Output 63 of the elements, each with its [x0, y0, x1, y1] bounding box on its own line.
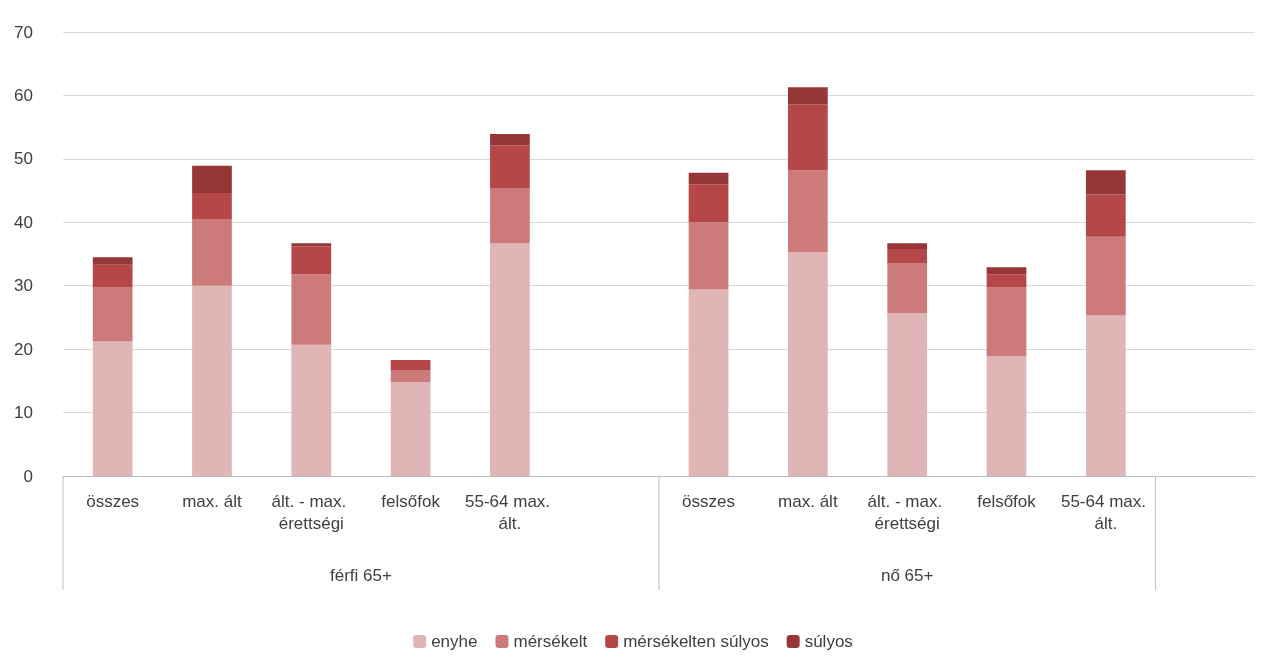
y-tick-label: 40: [14, 212, 33, 232]
bar: [1085, 315, 1126, 476]
bar: [490, 145, 530, 189]
x-tick-label: max. ált: [778, 491, 838, 511]
text: nő 65+: [880, 565, 934, 585]
bar: [291, 274, 332, 345]
bar: [887, 248, 928, 263]
bar: [887, 312, 928, 476]
x-tick-label: felsőfok: [381, 491, 441, 511]
bar: [390, 359, 431, 371]
bar: [490, 243, 530, 476]
bar: [192, 219, 232, 286]
bar: [688, 184, 729, 223]
bar: [788, 104, 828, 171]
x-tick-label: 55-64 max. ált.: [1060, 491, 1151, 533]
bar: [192, 285, 232, 476]
bar: [92, 264, 133, 287]
bar: [986, 287, 1027, 357]
bar: [688, 222, 729, 290]
text: férfi 65+: [329, 565, 392, 585]
bar: [688, 289, 729, 476]
bar: [788, 170, 828, 253]
x-tick-label: összes: [682, 491, 736, 511]
x-tick-label: 55-64 max. ált.: [465, 491, 555, 533]
x-tick-label: ált. - max. érettségi: [867, 491, 947, 533]
bar: [1085, 236, 1126, 316]
y-tick-label: 60: [14, 85, 33, 105]
bar: [92, 341, 133, 476]
bar: [390, 370, 431, 383]
y-tick-label: 50: [14, 149, 33, 169]
x-tick-label: ált. - max. érettségi: [271, 491, 351, 533]
legend-label: mérsékelt: [513, 632, 588, 651]
bar: [490, 188, 530, 244]
bar: [1085, 170, 1126, 195]
y-tick-label: 30: [14, 276, 33, 296]
x-tick-label: felsőfok: [977, 491, 1037, 511]
bar: [390, 382, 431, 476]
legend-label: enyhe: [431, 632, 478, 651]
bar: [986, 274, 1027, 288]
bar: [1085, 194, 1126, 237]
y-tick-label: 20: [14, 339, 33, 359]
bar: [887, 243, 928, 249]
bar: [92, 286, 133, 342]
bar: [788, 87, 828, 105]
x-tick-label: összes: [86, 491, 140, 511]
bar: [291, 243, 332, 247]
y-tick-label: 70: [14, 22, 33, 42]
bar: [986, 267, 1027, 275]
x-tick-label: max. ált: [182, 491, 242, 511]
legend-label: súlyos: [804, 632, 853, 651]
y-tick-label: 10: [14, 403, 33, 423]
legend-label: mérsékelten súlyos: [623, 632, 769, 651]
bar: [986, 356, 1027, 476]
bar: [291, 344, 332, 476]
bar: [688, 172, 729, 185]
bar: [192, 193, 232, 220]
bar: [192, 165, 232, 194]
bar: [291, 246, 332, 275]
bar: [490, 134, 530, 146]
bar: [887, 262, 928, 313]
y-tick-label: 0: [23, 466, 33, 486]
bar: [92, 257, 133, 265]
bar: [788, 252, 828, 476]
